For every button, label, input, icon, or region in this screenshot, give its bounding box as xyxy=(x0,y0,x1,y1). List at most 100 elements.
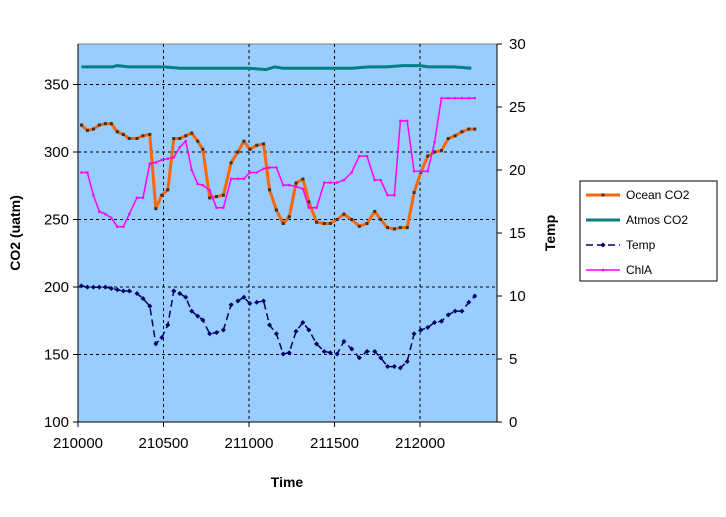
x-axis-title: Time xyxy=(271,474,304,490)
y-tick-label-1: 150 xyxy=(44,347,69,364)
series-line-atmos-co2 xyxy=(81,64,472,72)
point-ocean-co2-5 xyxy=(109,122,113,126)
point-temp-0 xyxy=(78,283,84,289)
legend-label-chla: ChlA xyxy=(626,263,652,277)
series-temp xyxy=(78,283,478,371)
point-ocean-co2-46 xyxy=(379,218,383,221)
point-ocean-co2-13 xyxy=(160,193,164,197)
point-temp-11 xyxy=(147,303,153,309)
point-temp-18 xyxy=(189,308,195,314)
point-ocean-co2-32 xyxy=(281,222,285,226)
point-temp-10 xyxy=(140,296,146,302)
legend-box xyxy=(579,180,718,282)
point-chla-51 xyxy=(412,169,416,173)
point-chla-37 xyxy=(315,206,318,210)
point-temp-33 xyxy=(286,350,292,356)
point-chla-56 xyxy=(446,96,450,100)
point-chla-33 xyxy=(287,183,291,187)
point-ocean-co2-25 xyxy=(236,150,240,154)
series-atmos-co2 xyxy=(81,64,472,72)
legend-item-chla: ChlA xyxy=(586,263,652,277)
point-chla-7 xyxy=(122,225,125,228)
point-ocean-co2-7 xyxy=(121,132,125,136)
point-temp-29 xyxy=(261,298,267,304)
point-ocean-co2-40 xyxy=(335,218,339,221)
point-chla-44 xyxy=(365,154,369,158)
point-chla-48 xyxy=(393,193,396,197)
point-chla-17 xyxy=(184,139,188,143)
point-temp-5 xyxy=(108,285,114,291)
point-temp-8 xyxy=(126,288,132,294)
point-ocean-co2-9 xyxy=(135,137,139,140)
point-ocean-co2-55 xyxy=(439,149,443,153)
point-ocean-co2-37 xyxy=(315,220,319,224)
point-ocean-co2-49 xyxy=(398,226,402,230)
point-temp-23 xyxy=(220,327,226,333)
point-ocean-co2-54 xyxy=(433,150,437,154)
point-chla-31 xyxy=(275,166,278,169)
y2-tick-label-2: 10 xyxy=(509,288,526,305)
y2-tick-label-6: 30 xyxy=(509,36,526,53)
point-chla-18 xyxy=(190,168,194,172)
legend-label-atmos-co2: Atmos CO2 xyxy=(626,213,688,227)
point-temp-60 xyxy=(472,293,478,299)
point-chla-28 xyxy=(255,171,259,174)
point-temp-2 xyxy=(90,284,96,290)
point-ocean-co2-31 xyxy=(274,208,278,212)
point-temp-13 xyxy=(159,335,165,341)
point-chla-47 xyxy=(386,193,389,197)
point-chla-22 xyxy=(215,206,218,210)
point-ocean-co2-36 xyxy=(307,200,311,204)
point-temp-21 xyxy=(207,331,213,337)
point-chla-60 xyxy=(473,96,477,100)
point-ocean-co2-39 xyxy=(328,222,332,226)
point-ocean-co2-56 xyxy=(446,137,450,140)
point-ocean-co2-14 xyxy=(166,188,170,192)
point-chla-3 xyxy=(98,210,101,213)
point-chla-30 xyxy=(268,166,271,169)
point-temp-46 xyxy=(378,355,384,361)
y-axis-title: CO2 (uatm) xyxy=(7,195,23,270)
point-ocean-co2-42 xyxy=(350,218,354,221)
point-temp-41 xyxy=(341,338,347,344)
point-temp-47 xyxy=(385,364,391,370)
point-chla-23 xyxy=(222,206,225,210)
point-ocean-co2-41 xyxy=(342,212,346,216)
legend-marker-temp xyxy=(600,242,606,248)
series-layer xyxy=(78,64,478,371)
axes xyxy=(73,43,502,427)
point-chla-24 xyxy=(229,177,233,181)
point-temp-19 xyxy=(195,313,201,319)
point-chla-58 xyxy=(460,96,464,100)
point-ocean-co2-17 xyxy=(184,134,188,138)
point-temp-22 xyxy=(214,330,220,336)
point-chla-12 xyxy=(154,161,158,164)
point-chla-27 xyxy=(248,171,252,174)
y-tick-label-3: 250 xyxy=(44,212,69,229)
point-chla-0 xyxy=(80,171,83,174)
point-chla-53 xyxy=(426,169,430,173)
point-temp-56 xyxy=(445,312,451,318)
point-ocean-co2-51 xyxy=(412,191,416,194)
point-temp-52 xyxy=(418,327,424,333)
series-ocean-co2 xyxy=(79,122,477,231)
point-chla-25 xyxy=(236,177,240,181)
point-chla-43 xyxy=(358,154,361,158)
point-temp-7 xyxy=(120,288,126,294)
point-chla-57 xyxy=(453,96,457,100)
point-chla-15 xyxy=(172,156,176,159)
point-ocean-co2-27 xyxy=(248,147,252,151)
point-temp-42 xyxy=(349,346,355,352)
point-chla-16 xyxy=(178,146,182,149)
point-chla-11 xyxy=(148,162,152,165)
point-temp-16 xyxy=(177,290,183,296)
point-ocean-co2-21 xyxy=(208,196,212,200)
point-ocean-co2-57 xyxy=(453,134,457,138)
point-chla-13 xyxy=(160,158,164,162)
point-temp-14 xyxy=(165,322,171,328)
point-temp-54 xyxy=(432,319,438,325)
point-temp-57 xyxy=(452,308,458,314)
legend-marker-ocean-co2 xyxy=(601,193,605,197)
point-ocean-co2-6 xyxy=(115,130,119,134)
